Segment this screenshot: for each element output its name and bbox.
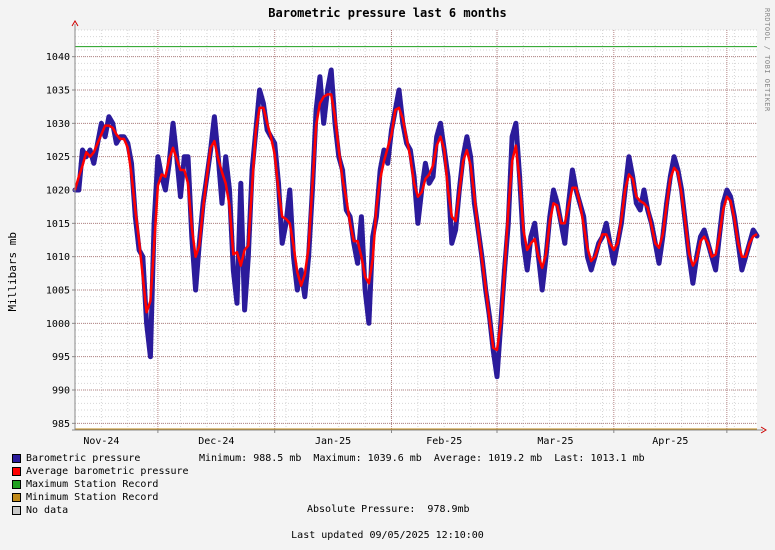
legend-item: Barometric pressure (12, 452, 189, 465)
chart-title: Barometric pressure last 6 months (268, 6, 507, 20)
last-label: Last: (554, 453, 585, 464)
x-tick-label: Nov-24 (83, 436, 119, 447)
rrdtool-watermark: RRDTOOL / TOBI OETIKER (763, 8, 771, 112)
x-axis-arrow (760, 426, 767, 434)
x-tick-label: Jan-25 (315, 436, 351, 447)
legend: Barometric pressure Average barometric p… (12, 452, 189, 517)
y-tick-label: 1005 (46, 286, 70, 297)
y-tick-label: 990 (52, 386, 70, 397)
last-updated-value: 09/05/2025 12:10:00 (369, 530, 484, 541)
y-tick-label: 1015 (46, 219, 70, 230)
y-tick-label: 1040 (46, 52, 70, 63)
absolute-pressure-label: Absolute Pressure: (307, 504, 416, 515)
pressure-series-line (72, 67, 760, 380)
last-value: 1013.1 mb (590, 453, 645, 464)
legend-label: Minimum Station Record (26, 492, 159, 503)
pressure-chart: 985 990 995 1000 1005 1010 1015 1020 1025 1030 103… (46, 20, 767, 447)
y-tick-label: 1035 (46, 86, 70, 97)
y-tick-label: 985 (52, 419, 70, 430)
plot-area (75, 30, 757, 430)
legend-swatch (12, 493, 21, 502)
y-axis-arrow (71, 20, 79, 27)
average-series-line (73, 93, 758, 352)
legend-swatch (12, 467, 21, 476)
average-value: 1019.2 mb (488, 453, 543, 464)
x-tick-label: Apr-25 (652, 436, 688, 447)
legend-item: Average barometric pressure (12, 465, 189, 478)
x-tick-label: Mar-25 (537, 436, 573, 447)
legend-label: No data (26, 505, 69, 516)
x-tick-label: Dec-24 (198, 436, 234, 447)
minimum-value: 988.5 mb (253, 453, 302, 464)
legend-item: No data (12, 504, 189, 517)
last-updated-label: Last updated (291, 530, 364, 541)
last-updated: Last updated 09/05/2025 12:10:00 (0, 530, 775, 541)
legend-item: Minimum Station Record (12, 491, 189, 504)
legend-swatch (12, 480, 21, 489)
absolute-pressure: Absolute Pressure: 978.9mb (307, 504, 470, 515)
absolute-pressure-value: 978.9mb (427, 504, 470, 515)
legend-label: Maximum Station Record (26, 479, 159, 490)
y-tick-label: 1030 (46, 119, 70, 130)
legend-swatch (12, 454, 21, 463)
y-tick-label: 995 (52, 352, 70, 363)
legend-swatch (12, 506, 21, 515)
y-tick-label: 1000 (46, 319, 70, 330)
y-tick-label: 1020 (46, 186, 70, 197)
maximum-label: Maximum: (313, 453, 362, 464)
legend-item: Maximum Station Record (12, 478, 189, 491)
stats-line: Minimum: 988.5 mb Maximum: 1039.6 mb Ave… (199, 453, 645, 464)
average-label: Average: (433, 453, 483, 464)
legend-label: Average barometric pressure (26, 466, 189, 477)
minimum-label: Minimum: (199, 453, 248, 464)
maximum-value: 1039.6 mb (367, 453, 422, 464)
y-tick-label: 1010 (46, 252, 70, 263)
y-tick-label: 1025 (46, 152, 70, 163)
legend-label: Barometric pressure (26, 453, 141, 464)
x-tick-label: Feb-25 (426, 436, 462, 447)
